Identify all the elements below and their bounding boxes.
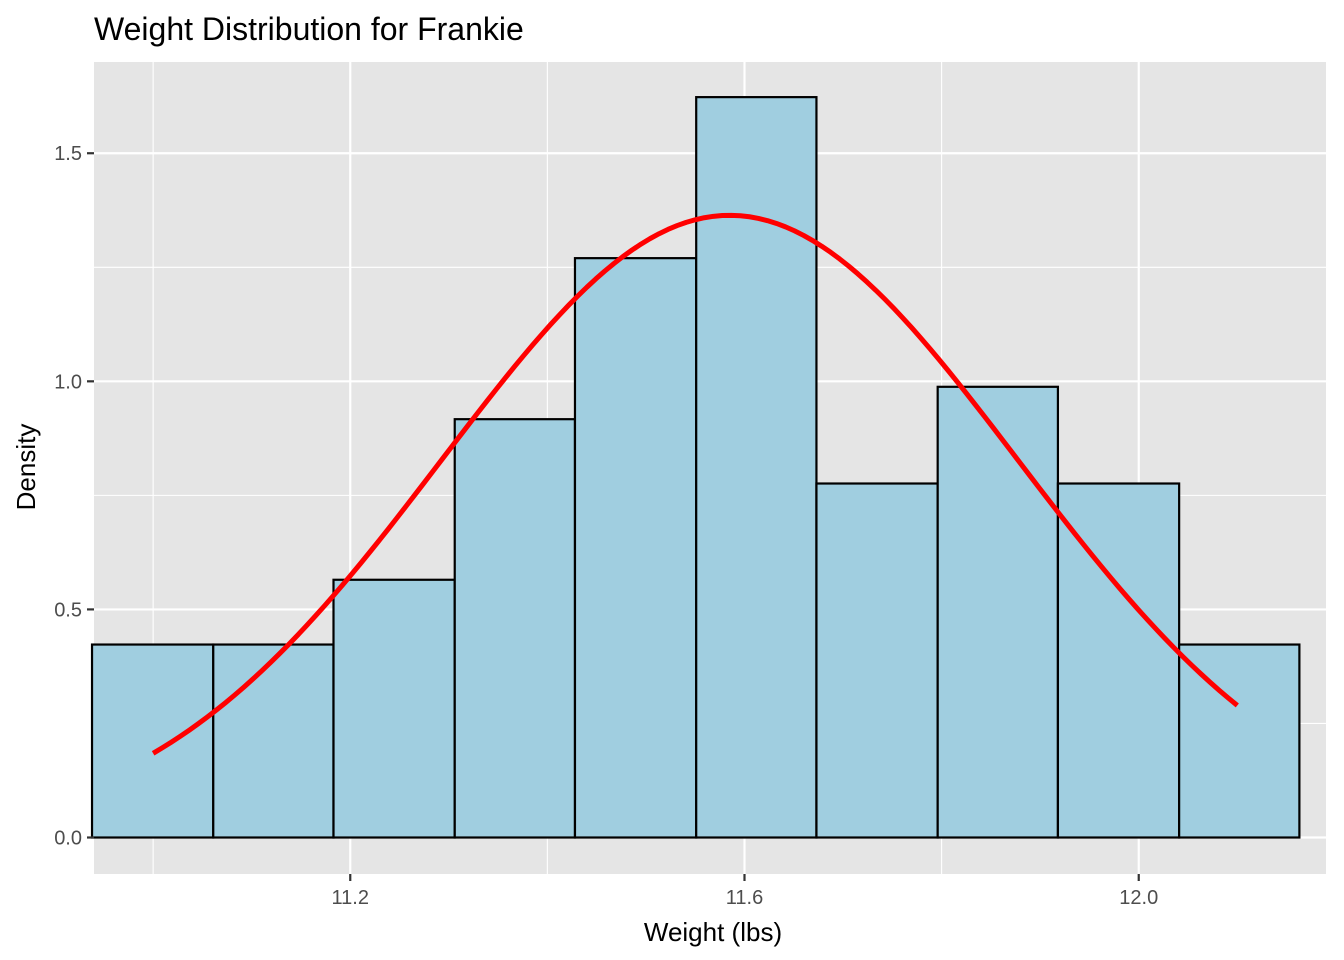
histogram-bar-3 xyxy=(332,578,456,839)
chart-title: Weight Distribution for Frankie xyxy=(94,11,524,47)
histogram-bar-6 xyxy=(695,96,818,839)
histogram-bar-9 xyxy=(1056,482,1181,839)
y-tick-label: 0.0 xyxy=(54,828,82,850)
x-tick-label: 12.0 xyxy=(1119,887,1158,909)
density-curve xyxy=(151,212,1239,756)
y-axis: 0.0 0.5 1.0 1.5 xyxy=(54,143,94,850)
histogram-bar-7 xyxy=(815,482,939,839)
x-tick-label: 11.2 xyxy=(332,887,369,909)
histogram-bar-1 xyxy=(90,643,215,839)
x-axis: 11.2 11.6 12.0 xyxy=(332,874,1158,909)
histogram-bar-10 xyxy=(1178,643,1301,839)
y-axis-title: Density xyxy=(11,424,41,511)
y-tick-label: 1.0 xyxy=(54,371,82,393)
y-tick-label: 0.5 xyxy=(54,599,82,621)
x-axis-title: Weight (lbs) xyxy=(644,917,782,947)
y-tick-label: 1.5 xyxy=(54,143,82,165)
histogram-bar-4 xyxy=(453,418,577,839)
x-tick-label: 11.6 xyxy=(726,887,763,909)
histogram-bar-8 xyxy=(936,385,1060,839)
histogram-bar-5 xyxy=(573,257,698,839)
histogram-bar-2 xyxy=(212,643,335,839)
